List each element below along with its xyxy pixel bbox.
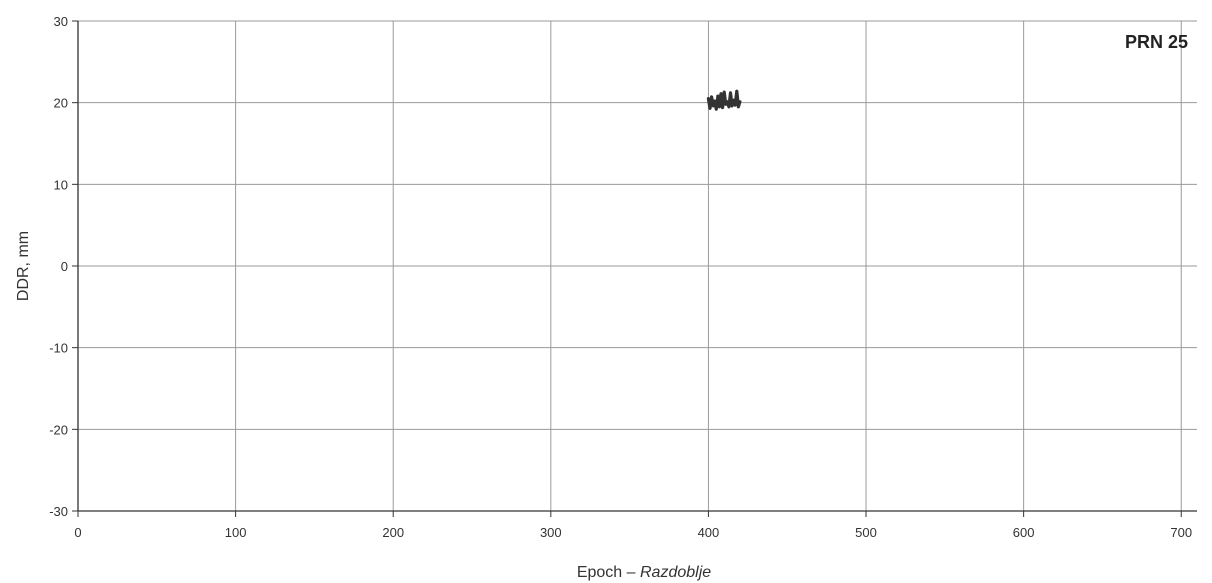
series-layer (706, 89, 742, 111)
x-tick-label: 200 (382, 525, 404, 540)
x-tick-label: 300 (540, 525, 562, 540)
y-tick-label: 20 (54, 96, 68, 111)
x-axis-label-main: Epoch (577, 564, 622, 581)
x-axis-label-italic: Razdoblje (640, 564, 711, 581)
x-tick-label: 0 (74, 525, 81, 540)
y-axis-label: DDR, mm (15, 231, 32, 301)
series-line (706, 89, 742, 111)
y-tick-label: -30 (49, 504, 68, 519)
x-axis-label: Epoch – Razdoblje (577, 564, 711, 581)
x-tick-label: 500 (855, 525, 877, 540)
x-tick-label: 600 (1013, 525, 1035, 540)
y-tick-label: 0 (61, 259, 68, 274)
x-tick-label: 400 (698, 525, 720, 540)
x-tick-labels: 0 100 200 300 400 500 600 700 (74, 525, 1192, 540)
y-tick-label: 10 (54, 177, 68, 192)
y-tick-label: -20 (49, 422, 68, 437)
x-axis-label-separator: – (622, 564, 640, 581)
gridlines (78, 20, 1197, 511)
y-tick-labels: -30 -20 -10 0 10 20 30 (49, 14, 68, 519)
x-tick-label: 100 (225, 525, 247, 540)
y-tick-label: -10 (49, 341, 68, 356)
axes (72, 20, 1197, 517)
x-tick-label: 700 (1170, 525, 1192, 540)
chart-annotation: PRN 25 (1125, 32, 1188, 52)
y-tick-label: 30 (54, 14, 68, 29)
